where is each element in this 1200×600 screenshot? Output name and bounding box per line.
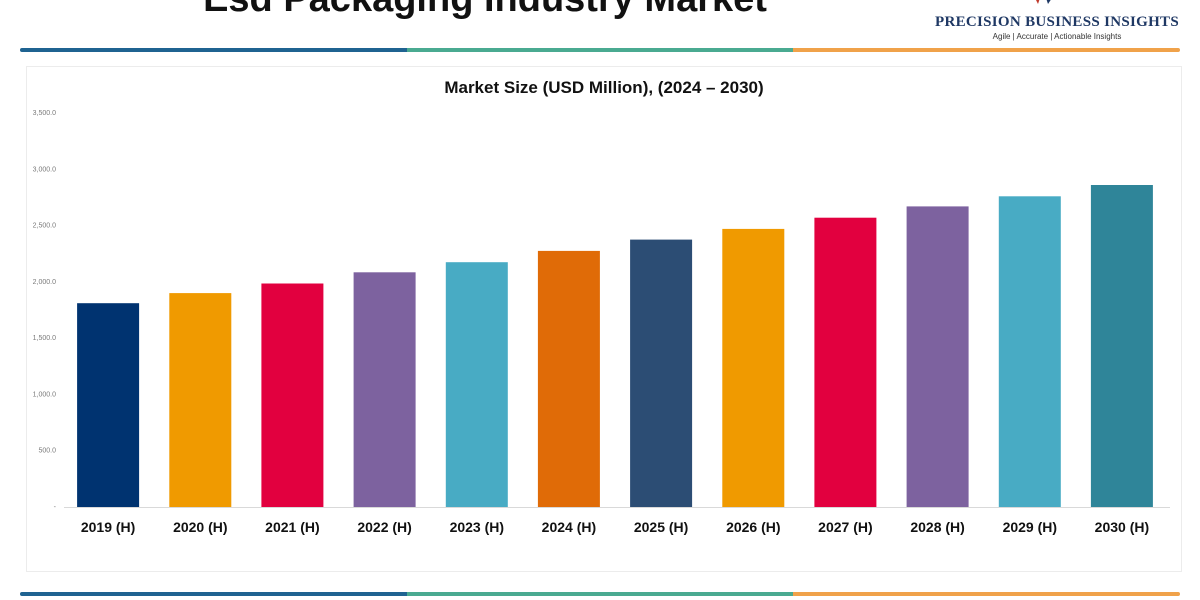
- bar-2030: [1090, 185, 1153, 507]
- bottom-divider: [20, 592, 1181, 596]
- x-tick-label: 2029 (H): [1003, 519, 1057, 535]
- divider-segment-green: [406, 592, 794, 596]
- x-tick-label: 2027 (H): [818, 519, 872, 535]
- divider-segment-blue: [20, 592, 407, 596]
- x-tick-label: 2020 (H): [173, 519, 227, 535]
- page-title: Esd Packaging Industry Market: [0, 0, 970, 18]
- x-tick-label: 2030 (H): [1095, 519, 1149, 535]
- x-tick-label: 2021 (H): [265, 519, 319, 535]
- y-tick-label: 1,000.0: [33, 391, 56, 398]
- divider-segment-blue: [20, 48, 407, 52]
- chart-title: Market Size (USD Million), (2024 – 2030): [444, 78, 764, 97]
- y-tick-label: 500.0: [38, 448, 56, 455]
- y-tick-label: 3,000.0: [33, 166, 56, 173]
- bar-2024: [537, 250, 600, 507]
- y-tick-label: -: [54, 504, 57, 511]
- divider-segment-orange: [793, 592, 1181, 596]
- brand-name: PRECISION BUSINESS INSIGHTS: [934, 14, 1180, 30]
- bar-2028: [906, 206, 969, 507]
- divider-segment-green: [406, 48, 794, 52]
- top-divider: [20, 48, 1181, 52]
- bar-2029: [998, 196, 1061, 508]
- brand-logo: PRECISION BUSINESS INSIGHTS Agile | Accu…: [922, 0, 1192, 41]
- bar-2020: [169, 293, 232, 507]
- x-tick-label: 2022 (H): [357, 519, 411, 535]
- x-tick-label: 2028 (H): [910, 519, 964, 535]
- y-tick-label: 3,500.0: [33, 110, 56, 117]
- y-tick-label: 2,500.0: [33, 223, 56, 230]
- x-tick-label: 2019 (H): [81, 519, 135, 535]
- bar-series: [77, 185, 1153, 508]
- x-tick-label: 2025 (H): [634, 519, 688, 535]
- y-tick-label: 2,000.0: [33, 279, 56, 286]
- x-tick-label: 2026 (H): [726, 519, 780, 535]
- x-tick-label: 2023 (H): [450, 519, 504, 535]
- bar-2027: [814, 217, 877, 507]
- x-tick-label: 2024 (H): [542, 519, 596, 535]
- brand-tagline: Agile | Accurate | Actionable Insights: [992, 32, 1122, 41]
- bar-2022: [353, 272, 416, 507]
- brand-emblem-icon: [1036, 0, 1051, 4]
- divider-segment-orange: [793, 48, 1181, 52]
- bar-2026: [722, 228, 785, 507]
- bar-2019: [77, 303, 140, 507]
- x-axis: 2019 (H) 2020 (H) 2021 (H) 2022 (H) 2023 (H)…: [64, 507, 1170, 535]
- y-axis: - 500.0 1,000.0 1,500.0 2,000.0 2,500.0 3,000.…: [33, 110, 57, 511]
- bar-2023: [445, 262, 508, 507]
- bar-2021: [261, 283, 324, 507]
- y-tick-label: 1,500.0: [33, 335, 56, 342]
- bar-2025: [630, 239, 693, 507]
